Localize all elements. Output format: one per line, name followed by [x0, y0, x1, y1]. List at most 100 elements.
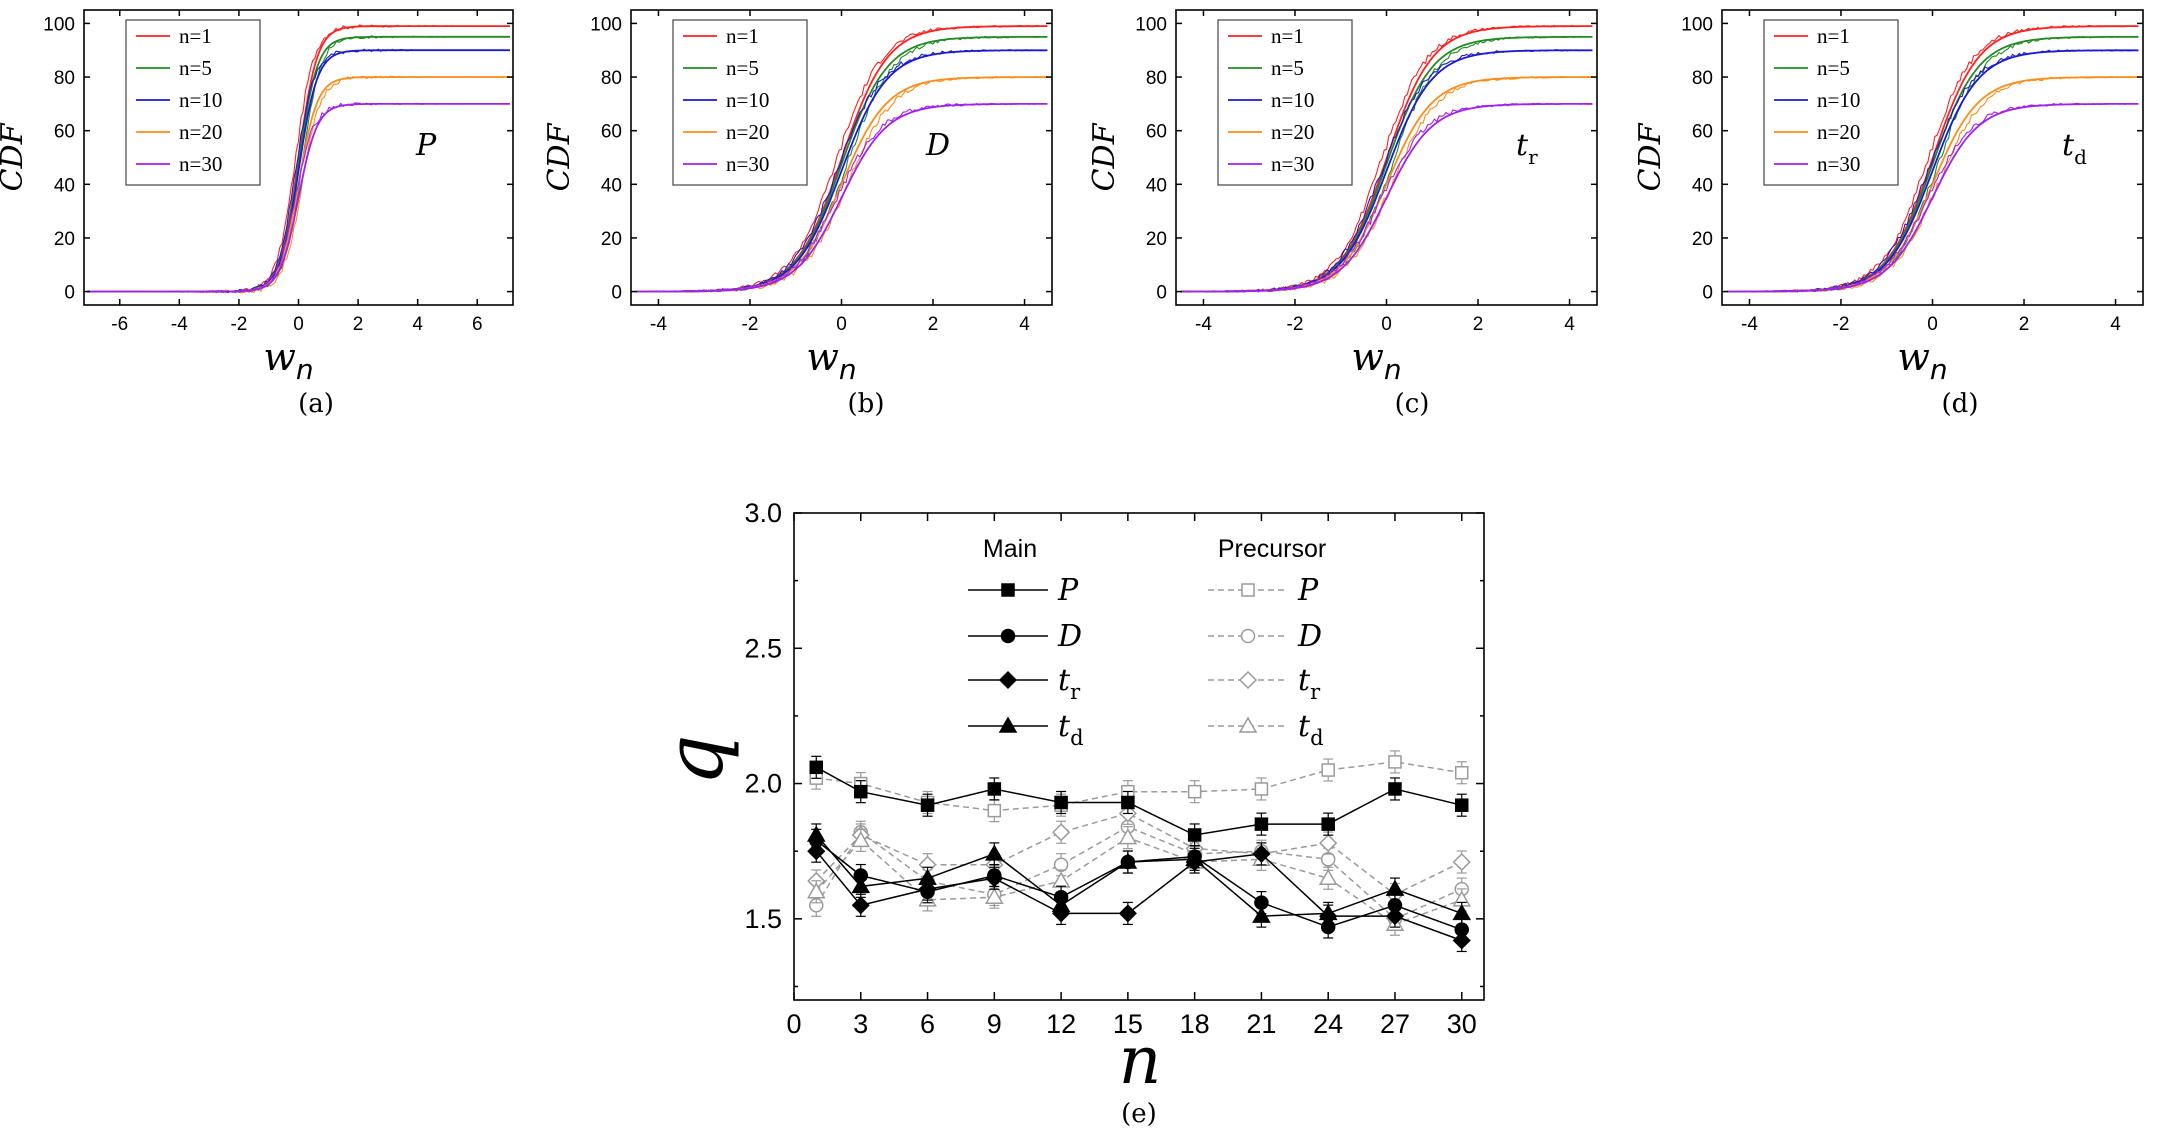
series-line: [816, 761, 1462, 812]
panel-annotation-main: P: [415, 128, 437, 163]
x-tick-label: -4: [1741, 314, 1758, 335]
y-tick-label: 100: [43, 14, 75, 35]
marker-square: [920, 798, 935, 812]
marker-circle: [1000, 628, 1016, 644]
legend-label: n=5: [1271, 56, 1304, 80]
series-line: [815, 825, 1463, 920]
cdf-curve-n1: [1726, 24, 2139, 293]
y-tick-label: 3.0: [744, 498, 782, 528]
x-tick-label: -4: [1195, 314, 1212, 335]
legend-label-precursor-sub: d: [1310, 726, 1323, 750]
x-tick-label: -2: [1833, 314, 1850, 335]
legend-label-main: D: [1057, 619, 1082, 654]
series-main-P: [809, 755, 1469, 847]
x-axis-label-main: w: [1351, 335, 1384, 379]
x-tick-label: -6: [111, 314, 128, 335]
x-tick-label: 4: [1019, 314, 1030, 335]
panel-annotation: P: [415, 128, 437, 163]
x-axis-label: wn: [1897, 335, 1947, 386]
legend-header-precursor: Precursor: [1218, 535, 1326, 563]
legend-label: n=1: [179, 24, 212, 48]
x-tick-label: 18: [1180, 1009, 1210, 1039]
x-axis-label-sub: n: [296, 353, 314, 386]
marker-triangle: [1452, 903, 1472, 921]
x-axis-label-sub: n: [1384, 353, 1402, 386]
y-axis-label: CDF: [1633, 122, 1668, 191]
marker-diamond: [851, 896, 870, 915]
series-precursor-tr: [807, 801, 1471, 907]
x-tick-label: 12: [1046, 1009, 1076, 1039]
legend-label: n=20: [179, 120, 222, 144]
cdf-panel-c: 0 20 40 60 80 100 -4 -2 0 2 4 n=1 n=5 n=10 n=20 n=30 tr C…: [1087, 9, 1598, 419]
y-tick-label: 40: [1692, 175, 1713, 196]
marker-triangle: [918, 868, 937, 885]
legend-label: n=1: [1271, 24, 1304, 48]
marker-square: [854, 784, 868, 799]
legend-label: n=5: [726, 56, 759, 80]
y-tick-label: 100: [1681, 14, 1713, 35]
legend-label: n=20: [726, 120, 769, 144]
marker-triangle: [851, 830, 871, 848]
legend-label-main-main: t: [1058, 709, 1071, 744]
legend-label-main-sub: r: [1070, 680, 1081, 704]
y-tick-label: 20: [1146, 229, 1167, 250]
q-panel-e: 1.5 2.0 2.5 3.0 0 3 6 9 12 15 18 21 24 27 30 Main Precur…: [648, 498, 1485, 1129]
marker-triangle: [806, 825, 826, 842]
cdf-panel-d: 0 20 40 60 80 100 -4 -2 0 2 4 n=1 n=5 n=10 n=20 n=30 td C…: [1633, 9, 2144, 419]
legend-label: n=30: [1817, 152, 1860, 176]
marker-square: [1321, 763, 1335, 777]
marker-square: [1054, 795, 1068, 810]
panel-caption: (e): [1121, 1099, 1157, 1129]
series-main-td: [806, 823, 1472, 928]
x-tick-label: -2: [230, 314, 247, 335]
x-tick-label: 4: [412, 314, 423, 335]
x-tick-label: 15: [1113, 1009, 1143, 1039]
legend-label: n=5: [179, 56, 212, 80]
panel-annotation-main: t: [2062, 128, 2075, 163]
marker-diamond: [1052, 823, 1071, 842]
marker-diamond: [985, 869, 1004, 888]
y-tick-label: 40: [1146, 175, 1167, 196]
marker-square: [1001, 583, 1015, 597]
y-tick-label: 2.0: [744, 769, 782, 799]
x-axis-label-main: w: [806, 335, 839, 379]
legend: n=1 n=5 n=10 n=20 n=30: [1763, 19, 1899, 186]
x-tick-label: 30: [1447, 1009, 1477, 1039]
legend-label-main-main: D: [1057, 619, 1082, 654]
y-tick-label: 80: [1692, 68, 1713, 89]
x-axis-label: wn: [1351, 335, 1401, 386]
cdf-curve-n30: [635, 102, 1048, 293]
legend: n=1 n=5 n=10 n=20 n=30: [1217, 19, 1353, 186]
legend-label: n=1: [1817, 24, 1850, 48]
y-tick-label: 2.5: [744, 633, 782, 663]
panel-annotation-main: D: [925, 128, 950, 163]
y-axis-label: CDF: [0, 122, 30, 191]
y-tick-label: 0: [64, 283, 75, 304]
legend-label: n=10: [1817, 88, 1860, 112]
legend-label: n=30: [1271, 152, 1314, 176]
series-main-tr: [807, 839, 1471, 953]
legend-label-main-sub: d: [1070, 726, 1083, 750]
legend-label: n=1: [726, 24, 759, 48]
x-tick-label: 6: [472, 314, 483, 335]
panel-caption: (a): [298, 389, 334, 419]
legend: n=1 n=5 n=10 n=20 n=30: [672, 19, 808, 186]
x-tick-label: 2: [1473, 314, 1484, 335]
legend-label: n=20: [1271, 120, 1314, 144]
marker-triangle: [985, 844, 1004, 861]
legend-label: n=10: [726, 88, 769, 112]
legend-label: n=30: [179, 152, 222, 176]
marker-square: [1254, 817, 1269, 831]
panel-caption: (d): [1942, 389, 1979, 419]
legend-label-main: P: [1057, 573, 1079, 608]
series-line: [815, 766, 1462, 836]
legend-label: n=20: [1817, 120, 1860, 144]
y-tick-label: 100: [590, 14, 622, 35]
marker-triangle: [1318, 868, 1338, 885]
series-precursor-D: [809, 815, 1469, 931]
legend-label-precursor: D: [1297, 619, 1322, 654]
series-main-D: [809, 828, 1469, 942]
y-tick-label: 60: [1146, 122, 1167, 143]
marker-triangle: [1385, 879, 1405, 896]
y-axis-label: CDF: [542, 122, 577, 191]
